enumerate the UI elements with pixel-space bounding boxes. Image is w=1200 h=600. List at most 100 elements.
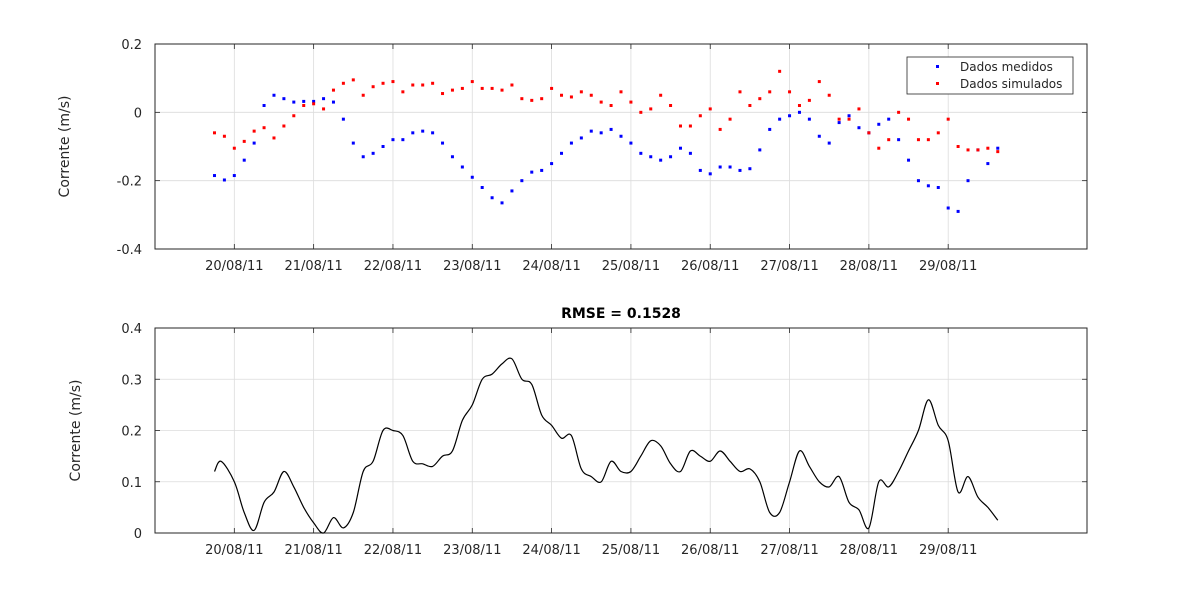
measured-point (550, 162, 554, 166)
measured-point (807, 117, 811, 121)
measured-point (480, 186, 484, 189)
simulated-point (500, 88, 504, 92)
simulated-point (946, 117, 950, 121)
bottom-x-tick-label: 26/08/11 (681, 543, 739, 558)
simulated-point (322, 107, 326, 111)
measured-point (758, 148, 762, 152)
simulated-point (857, 107, 861, 111)
legend: Dados medidos Dados simulados (906, 56, 1074, 95)
simulated-point (847, 117, 851, 121)
measured-point (877, 122, 881, 126)
bottom-x-tick-label: 20/08/11 (205, 543, 263, 558)
measured-point (312, 99, 316, 103)
measured-point (956, 209, 960, 213)
simulated-point (272, 136, 276, 140)
top-x-tick-label: 29/08/11 (919, 259, 977, 274)
simulated-point (619, 90, 623, 94)
simulated-point (252, 129, 256, 133)
simulated-point (470, 80, 474, 84)
measured-point (887, 117, 891, 121)
bottom-y-tick-label: 0.3 (121, 373, 142, 388)
simulated-point (411, 83, 415, 87)
measured-point (222, 178, 226, 182)
top-x-tick-label: 28/08/11 (840, 259, 898, 274)
bottom-x-tick-label: 25/08/11 (602, 543, 660, 558)
measured-point (520, 179, 524, 183)
measured-point (292, 100, 296, 104)
measured-point (698, 168, 702, 172)
rmse-line (213, 357, 999, 534)
measured-point (232, 174, 236, 178)
measured-point (262, 104, 266, 107)
measured-point (916, 179, 920, 183)
simulated-point (738, 90, 742, 94)
bottom-x-tick-label: 22/08/11 (364, 543, 422, 558)
measured-point (966, 179, 970, 183)
simulated-point (401, 90, 405, 94)
measured-point (817, 134, 821, 138)
simulated-point (421, 83, 425, 87)
measured-point (282, 97, 286, 101)
simulated-point (936, 131, 940, 135)
measured-point (827, 141, 831, 145)
measured-point (797, 110, 801, 114)
legend-box (906, 56, 1074, 95)
simulated-point (907, 117, 911, 121)
simulated-point (986, 146, 990, 150)
measured-point (401, 138, 405, 142)
measured-point (500, 201, 504, 205)
simulated-point (887, 138, 891, 142)
simulated-point (748, 104, 752, 107)
simulated-point (351, 78, 355, 82)
simulated-point (312, 102, 316, 106)
simulated-point (768, 90, 772, 94)
measured-point (946, 206, 950, 210)
measured-point (678, 146, 682, 150)
top-series-markers (212, 69, 1000, 213)
simulated-point (212, 131, 216, 135)
measured-point (381, 145, 385, 148)
measured-point (708, 172, 712, 176)
measured-point (470, 175, 474, 179)
simulated-point (490, 86, 494, 90)
legend-marker-measured (936, 65, 939, 68)
measured-point (738, 168, 742, 172)
measured-point (936, 186, 940, 189)
simulated-point (431, 81, 435, 85)
simulated-point (688, 124, 692, 128)
simulated-point (807, 98, 811, 102)
simulated-point (817, 80, 821, 84)
measured-point (579, 136, 583, 140)
simulated-point (441, 92, 445, 96)
measured-point (847, 114, 851, 118)
simulated-point (222, 134, 226, 138)
bottom-x-tick-label: 28/08/11 (840, 543, 898, 558)
bottom-y-tick-label: 0.1 (121, 476, 142, 491)
bottom-y-ticks: 0.4 0.3 0.2 0.1 0 (121, 322, 1087, 542)
simulated-point (827, 93, 831, 97)
simulated-point (232, 146, 236, 150)
simulated-point (550, 86, 554, 90)
simulated-point (956, 145, 960, 148)
top-x-tick-label: 23/08/11 (443, 259, 501, 274)
measured-point (659, 158, 663, 162)
measured-point (212, 174, 216, 178)
simulated-point (589, 93, 593, 97)
measured-point (619, 134, 623, 138)
top-x-ticks: 20/08/11 21/08/11 22/08/11 23/08/11 24/08/11… (205, 44, 977, 274)
top-x-tick-label: 21/08/11 (284, 259, 342, 274)
measured-point (728, 165, 732, 169)
simulated-point (391, 80, 395, 84)
bottom-y-tick-label: 0 (134, 527, 142, 542)
top-x-tick-label: 24/08/11 (522, 259, 580, 274)
legend-label-simulated: Dados simulados (960, 77, 1062, 91)
simulated-point (381, 81, 385, 85)
measured-point (302, 99, 306, 103)
measured-point (609, 127, 613, 131)
top-y-ticks: 0.2 0 -0.2 -0.4 (117, 38, 1087, 258)
simulated-point (599, 100, 603, 104)
measured-point (897, 138, 901, 142)
top-x-tick-label: 20/08/11 (205, 259, 263, 274)
bottom-x-tick-label: 27/08/11 (760, 543, 818, 558)
measured-point (272, 93, 276, 97)
